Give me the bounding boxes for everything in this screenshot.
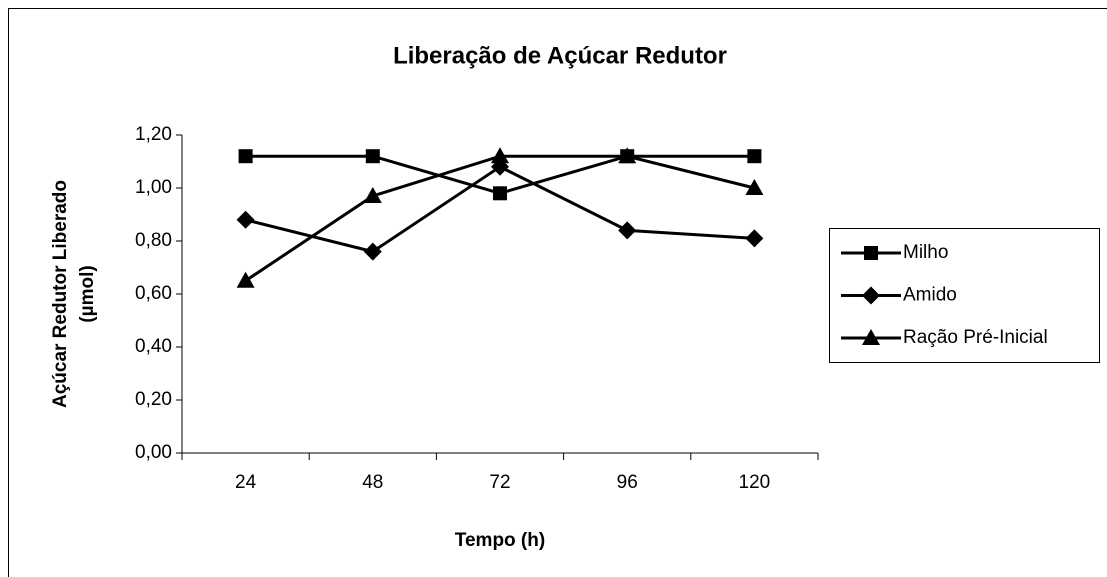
y-tick-label: 0,80: [135, 230, 172, 251]
legend-label: Amido: [903, 285, 957, 306]
data-point: [618, 147, 637, 164]
x-tick-label: 48: [362, 472, 383, 493]
y-axis-label: (µmol): [77, 265, 98, 322]
x-tick-label: 72: [489, 472, 510, 493]
legend-label: Ração Pré-Inicial: [903, 327, 1048, 348]
data-point: [365, 149, 380, 164]
data-point: [618, 221, 637, 240]
data-point: [236, 210, 255, 229]
legend-marker: [862, 329, 880, 345]
y-axis-label: Açúcar Redutor Liberado: [50, 180, 71, 408]
data-point: [236, 271, 255, 288]
x-tick-label: 96: [617, 472, 638, 493]
y-tick-label: 0,20: [135, 389, 172, 410]
data-point: [491, 147, 509, 164]
y-tick-label: 0,00: [135, 442, 172, 463]
data-point: [747, 149, 762, 164]
y-tick-label: 1,20: [135, 124, 172, 145]
data-point: [238, 149, 253, 164]
legend-label: Milho: [903, 242, 948, 263]
y-tick-label: 1,00: [135, 177, 172, 198]
data-point: [493, 186, 507, 201]
legend-marker: [862, 286, 880, 305]
x-axis-label: Tempo (h): [455, 530, 545, 551]
y-tick-label: 0,60: [135, 283, 172, 304]
data-point: [745, 179, 764, 195]
chart-title: Liberação de Açúcar Redutor: [393, 42, 727, 69]
data-point: [745, 229, 764, 248]
x-tick-label: 120: [739, 472, 771, 493]
legend-marker: [864, 246, 878, 260]
y-tick-label: 0,40: [135, 336, 172, 357]
x-tick-label: 24: [235, 472, 257, 493]
data-point: [363, 242, 382, 261]
data-point: [363, 186, 382, 203]
chart-border: [8, 8, 1107, 577]
